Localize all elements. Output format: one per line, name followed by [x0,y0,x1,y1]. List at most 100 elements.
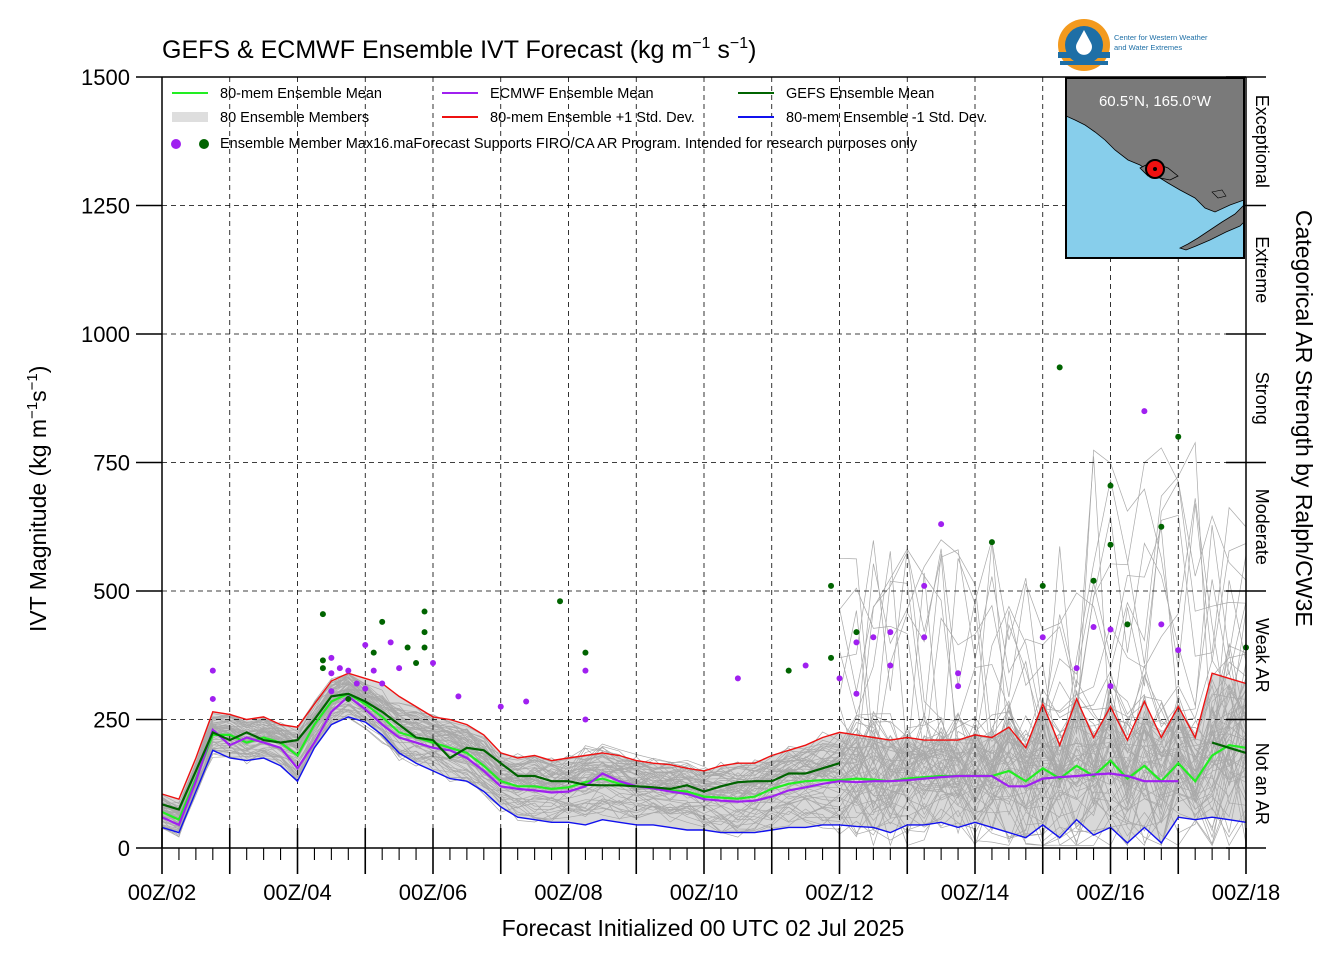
ecmwf-max-marker [328,654,335,661]
legend-ecmwf-label: ECMWF Ensemble Mean [490,86,654,102]
legend-minus1-label: 80-mem Ensemble -1 Std. Dev. [786,110,987,126]
gefs-max-marker [1056,364,1063,371]
ecmwf-max-marker [336,665,343,672]
map-location-label: 60.5°N, 165.0°W [1099,93,1212,110]
ecmwf-max-marker [362,641,369,648]
gefs-max-marker [828,654,835,661]
ensemble-member-line [161,673,1247,809]
gefs-max-marker [319,665,326,672]
ecmwf-max-marker [870,634,877,641]
gefs-max-marker [1124,621,1131,628]
ecmwf-max-marker [836,675,843,682]
ecmwf-max-marker [582,716,589,723]
gefs-max-marker [379,618,386,625]
ecmwf-max-marker [955,683,962,690]
legend-ecmwf-marker [171,139,181,149]
series-line [161,672,1247,801]
gefs-max-marker [1090,577,1097,584]
gefs-max-marker [421,644,428,651]
gefs-max-marker [1039,582,1046,589]
ecmwf-max-marker [362,685,369,692]
y-tick-label: 0 [118,836,130,861]
category-label: Weak AR [1252,618,1272,693]
ecmwf-max-marker [887,662,894,669]
ecmwf-max-marker [209,667,216,674]
gefs-max-marker [1107,541,1114,548]
ensemble-member-line [161,703,1247,838]
series-0 [161,692,1247,822]
map-land-island [1211,189,1227,199]
gefs-max-marker [785,667,792,674]
ecmwf-max-marker [802,662,809,669]
category-label: Extreme [1252,236,1272,303]
ecmwf-max-marker [328,670,335,677]
gefs-max-marker [345,695,352,702]
ecmwf-max-marker [209,695,216,702]
category-label: Exceptional [1252,95,1272,188]
y-tick-label: 1250 [81,194,130,219]
ensemble-member-line [161,705,1247,839]
ecmwf-max-marker [455,693,462,700]
gefs-max-marker [421,608,428,615]
gefs-max-marker [582,649,589,656]
gefs-max-marker [1107,482,1114,489]
gefs-max-marker [404,644,411,651]
ecmwf-max-marker [328,688,335,695]
x-tick-label: 00Z/18 [1212,880,1281,905]
category-label: Strong [1252,372,1272,425]
ecmwf-max-marker [345,667,352,674]
ecmwf-max-marker [523,698,530,705]
x-axis-label: Forecast Initialized 00 UTC 02 Jul 2025 [502,915,905,941]
gefs-max-marker [1158,523,1165,530]
legend-members-label: 80 Ensemble Members [220,110,369,126]
logo-wave-2 [1060,61,1108,65]
ecmwf-max-marker [1073,665,1080,672]
ensemble-member-line [161,704,1247,847]
ensemble-member-line [161,688,1247,817]
gefs-max-marker [413,659,420,666]
ensemble-member-line [161,709,1247,846]
y-axis-label: IVT Magnitude (kg m−1s−1) [24,366,51,632]
ecmwf-max-marker [430,659,436,666]
inset-map: 60.5°N, 165.0°W [1065,77,1245,259]
ecmwf-max-marker [734,675,741,682]
series-line [161,692,1247,822]
ecmwf-max-marker [955,670,962,677]
x-tick-label: 00Z/10 [670,880,739,905]
member-max-markers [209,364,1249,723]
chart-title: GEFS & ECMWF Ensemble IVT Forecast (kg m… [162,35,756,64]
ecmwf-max-marker [1090,623,1097,630]
y-tick-label: 500 [93,579,130,604]
ecmwf-max-marker [582,667,589,674]
location-marker-center [1153,167,1157,171]
gefs-max-marker [1175,433,1182,440]
ecmwf-max-marker [1107,683,1114,690]
ecmwf-max-marker [853,639,860,646]
ecmwf-max-marker [1175,647,1182,654]
ecmwf-max-marker [1141,408,1148,415]
legend-gefs-marker [199,139,209,149]
ensemble-member-line [161,701,1247,846]
series-2 [161,692,1247,811]
x-tick-label: 00Z/02 [128,880,197,905]
ecmwf-max-marker [379,680,386,687]
ensemble-member-line [161,643,1247,805]
x-tick-label: 00Z/06 [399,880,468,905]
plot-area: 0 250 500 750 1000 1250 1500 Not an AR Weak AR Mo… [81,65,1280,905]
series-1 [161,694,1179,827]
series-line [161,692,1247,811]
gefs-max-marker [319,611,326,618]
logo-wave-1 [1058,52,1110,58]
y-tick-label: 250 [93,708,130,733]
ecmwf-max-marker [921,634,928,641]
y-tick-label: 1500 [81,65,130,90]
x-tick-label: 00Z/04 [263,880,332,905]
ensemble-member-line [161,707,1247,839]
gefs-max-marker [370,649,377,656]
ecmwf-max-marker [353,680,360,687]
legend-gefs-label: GEFS Ensemble Mean [786,86,934,102]
ecmwf-max-marker [887,629,894,636]
category-label: Moderate [1252,489,1272,565]
ecmwf-max-marker [396,665,403,672]
